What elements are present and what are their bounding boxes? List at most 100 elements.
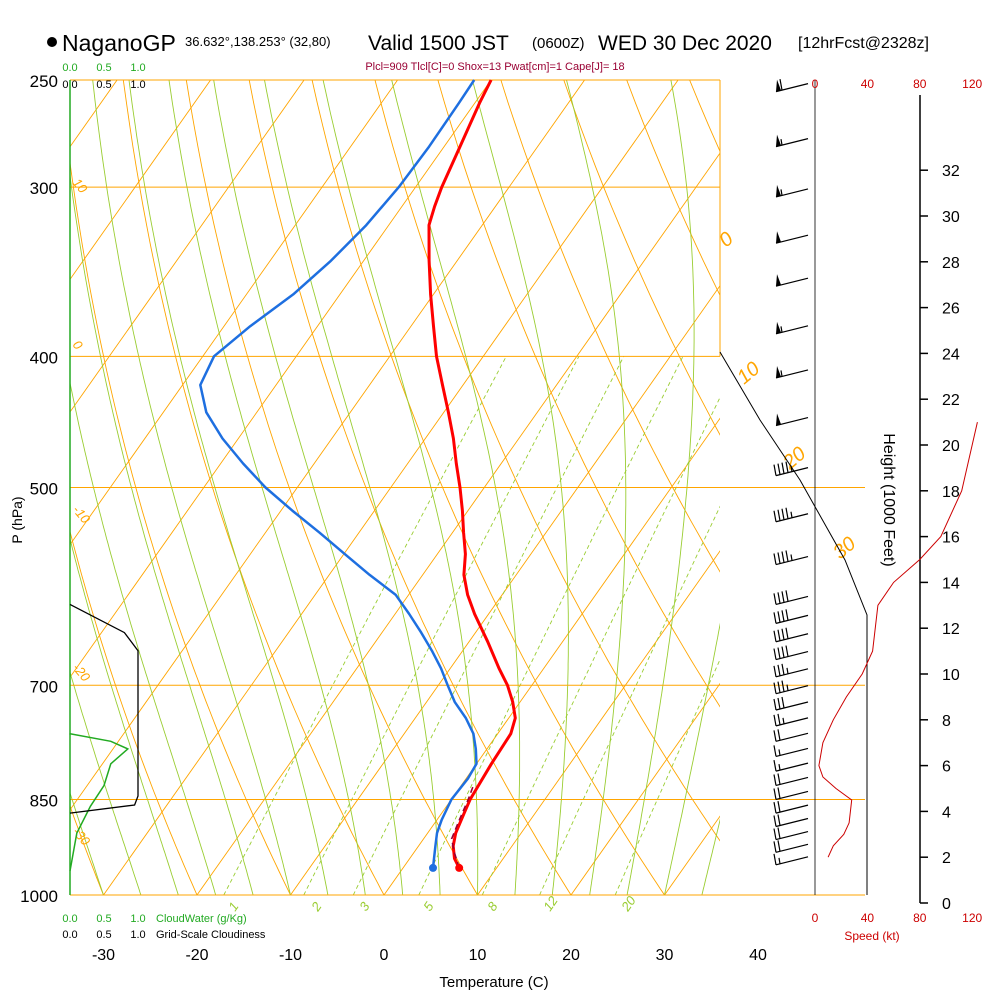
cloudwater-tick-label: 0.5 [96,913,111,925]
temperature-tick-label: -10 [279,947,302,964]
wind-barb-flag [782,664,784,675]
wind-barb-staff [776,718,808,726]
height-tick-label: 32 [942,163,960,180]
dry-adiabat-line [120,56,399,924]
wind-barb-flag [778,464,780,475]
temperature-tick-label: -30 [92,947,115,964]
temperature-curve [429,80,515,868]
mixing-ratio-label: 12 [540,893,561,914]
cloudiness-tick-label: 0.0 [62,929,77,941]
theta-label: -30 [70,824,94,849]
wind-barb-pennant [776,322,781,334]
pressure-tick-label: 300 [30,179,58,198]
cloudwater-axis-label: CloudWater (g/Kg) [156,913,247,925]
wind-barb-flag [778,553,780,564]
wind-barb-flag [782,681,784,692]
temperature-tick-label: 20 [562,947,580,964]
height-tick-label: 18 [942,484,960,501]
wind-barb-flag [786,609,788,620]
wind-barb-staff [776,702,808,710]
wind-barb [774,854,808,865]
theta-label: 10 [733,358,764,389]
cloudwater-tick-label: 1.0 [130,913,145,925]
wind-barb-staff [776,596,808,604]
height-tick-label: 24 [942,346,960,363]
wind-barb-staff [776,418,808,426]
sounding-indices: Plcl=909 Tlcl[C]=0 Shox=13 Pwat[cm]=1 Ca… [365,61,624,73]
dry-adiabat-line [929,56,1000,924]
wind-barb-flag [774,854,776,865]
wind-barb-half-flag [781,326,782,332]
wind-barb-flag [778,801,780,812]
wind-barb-pennant [776,274,781,286]
wind-barb-staff [776,791,808,799]
dry-adiabat-line [245,56,590,924]
wind-barb-flag [778,840,780,851]
temperature-tick-label: 40 [749,947,767,964]
wind-barb-half-flag [791,555,792,561]
wind-barbs [774,79,808,865]
cloudiness-tick-label: 0.5 [96,929,111,941]
wind-barb-staff [776,857,808,865]
theta-label: 0 [715,228,738,252]
height-tick-label: 6 [942,759,951,776]
height-tick-label: 4 [942,804,951,821]
wind-barb-half-flag [779,749,780,755]
wind-barb-flag [774,774,776,785]
wind-barb-staff [776,748,808,756]
dry-adiabat-line [742,56,1000,924]
wind-barb-pennant [776,185,781,197]
wind-barb [774,814,808,826]
wind-barb-flag [774,666,776,677]
mixing-ratio-line [540,356,792,895]
wind-barb-flag [786,628,788,639]
thermo-grid [0,56,1000,924]
wind-barb [774,760,808,771]
wind-barb [774,697,808,710]
wind-barb-flag [782,647,784,658]
wind-barb [774,801,808,813]
cloudiness-axis-label: Grid-Scale Cloudiness [156,929,266,941]
wind-barb-flag [778,630,780,641]
height-tick-label: 0 [942,896,951,913]
wind-barb [776,322,808,334]
dry-adiabat-line [0,56,20,924]
dry-adiabat-line [804,56,1000,924]
speed-tick-label-top: 0 [812,77,819,91]
wind-barb-half-flag [781,189,782,195]
theta-label: 0 [70,337,87,353]
wind-barb-flag [786,590,788,601]
speed-axis-label: Speed (kt) [844,929,899,943]
cloudwater-tick-label: 0.0 [62,913,77,925]
wind-barb-flag [778,773,780,784]
height-tick-label: 30 [942,209,960,226]
wind-barb-flag [774,631,776,642]
wind-barb-flag [778,648,780,659]
wind-barb [776,135,808,147]
station-name: NaganoGP [62,30,176,56]
wind-barb [774,745,808,756]
temperature-axis-label: Temperature (C) [439,974,548,991]
wind-barb [774,664,808,677]
wind-barb-flag [774,730,776,741]
valid-zulu: (0600Z) [532,35,585,52]
valid-date: WED 30 Dec 2020 [598,32,772,55]
height-axis-label: Height (1000 Feet) [880,433,897,566]
wind-barb-flag [782,552,784,563]
mixing-ratio-label: 8 [484,899,501,914]
mixing-ratio-label: 1 [225,899,241,914]
wind-barb-staff [776,615,808,623]
wind-barb-flag [774,788,776,799]
wind-barb-half-flag [781,139,782,145]
wind-barb-staff [776,818,808,826]
wind-barb-flag [786,646,788,657]
wind-barb-flag [782,463,784,474]
cloud-scale-top: 0.0 0.5 1.0 0.0 0.5 1.0 [62,62,145,91]
speed-tick-label-top: 120 [962,77,982,91]
wind-barb [774,646,808,660]
wind-barb-flag [774,593,776,604]
wind-barb-flag [778,729,780,740]
mixing-ratio-line [353,356,624,895]
